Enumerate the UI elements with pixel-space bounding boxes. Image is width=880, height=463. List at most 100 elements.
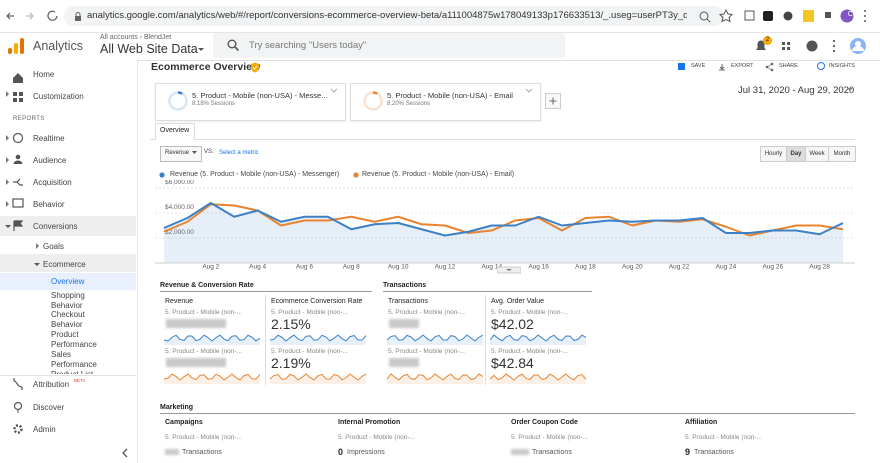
sidebar-icons — [5, 73, 24, 434]
card-title: Ecommerce Conversion Rate — [271, 298, 363, 305]
area — [164, 203, 843, 263]
card-segment: 5. Product - Mobile (non-... — [388, 309, 465, 316]
action-export[interactable]: EXPORT — [731, 63, 754, 69]
blurred-value — [511, 449, 529, 455]
granularity-button[interactable]: Week — [805, 146, 829, 162]
marketing-column-title: Internal Promotion — [338, 419, 401, 426]
marketing-column-title: Campaigns — [165, 419, 203, 426]
sparkline — [164, 334, 260, 345]
nav-item[interactable]: Realtime — [33, 134, 65, 143]
marketing-column-title: Order Coupon Code — [511, 419, 578, 426]
x-tick-label: Aug 22 — [669, 264, 690, 271]
card-segment: 5. Product - Mobile (non-... — [165, 309, 242, 316]
nav-item[interactable]: Discover — [33, 403, 65, 412]
marketing-segment: 5. Product - Mobile (non-... — [685, 434, 762, 441]
nav-item[interactable]: Ecommerce — [43, 260, 86, 269]
tab[interactable] — [155, 123, 195, 140]
nav-icons — [6, 10, 58, 21]
marketing-value: 0 — [338, 447, 344, 457]
nav-item[interactable]: Home — [33, 70, 55, 79]
active-item-bg — [0, 273, 136, 290]
granularity-button[interactable]: Hourly — [760, 146, 787, 162]
marketing-title: Marketing — [160, 404, 194, 411]
group-title: Revenue & Conversion Rate — [160, 282, 254, 289]
tab-line — [150, 139, 855, 140]
nav-item[interactable]: Acquisition — [33, 178, 72, 187]
marketing-unit: Transactions — [182, 449, 222, 456]
marketing-segment: 5. Product - Mobile (non-... — [511, 434, 588, 441]
card-title: Revenue — [165, 298, 194, 305]
x-tick-label: Aug 8 — [343, 264, 360, 271]
sparkline — [387, 373, 483, 384]
action-icons — [678, 62, 825, 72]
nav-item[interactable]: Attribution — [33, 380, 70, 389]
report-title: Ecommerce Overview — [151, 61, 261, 73]
segment-chevrons — [330, 88, 533, 93]
segment-share: 8.20% Sessions — [387, 101, 431, 107]
legend-label[interactable]: Revenue (5. Product - Mobile (non-USA) -… — [170, 171, 340, 178]
vs-label: VS. — [204, 149, 214, 155]
segment-name: 5. Product - Mobile (non-USA) - Messe... — [192, 91, 328, 100]
x-tick-label: Aug 24 — [716, 264, 737, 271]
nav-item[interactable]: Sales Performance — [51, 350, 97, 369]
address-bar[interactable] — [64, 6, 724, 26]
segment-share: 8.18% Sessions — [192, 101, 236, 107]
lock-icon — [75, 12, 81, 21]
card-value: $42.84 — [491, 355, 534, 371]
x-tick-label: Aug 10 — [388, 264, 409, 271]
profile-initials[interactable]: Cs — [847, 11, 857, 18]
marketing-line — [160, 413, 855, 414]
sampling-shield[interactable] — [250, 62, 260, 73]
marketing-segment: 5. Product - Mobile (non-... — [338, 434, 415, 441]
segment-ring — [363, 91, 383, 111]
y-tick-label: $6,000.00 — [165, 180, 194, 186]
group-title: Transactions — [383, 282, 427, 289]
metric-select[interactable] — [160, 146, 202, 162]
x-tick-label: Aug 14 — [481, 264, 502, 271]
select-metric[interactable]: Select a metric — [219, 150, 259, 156]
action-insights[interactable]: INSIGHTS — [829, 63, 855, 69]
nav-item[interactable]: Checkout Behavior — [51, 310, 85, 329]
nav-item[interactable]: Goals — [43, 242, 64, 251]
granularity-button-active[interactable]: Day — [786, 146, 806, 162]
date-range[interactable]: Jul 31, 2020 - Aug 29, 2020 — [738, 85, 855, 96]
legend-label[interactable]: Revenue (5. Product - Mobile (non-USA) -… — [362, 171, 515, 178]
card-segment: 5. Product - Mobile (non-... — [271, 309, 348, 316]
marketing-unit: Impressions — [347, 449, 385, 456]
blurred-value — [165, 449, 179, 455]
nav-item[interactable]: Shopping Behavior — [51, 291, 85, 310]
blurred-value — [166, 358, 226, 367]
action-save[interactable]: SAVE — [691, 63, 706, 69]
group-line — [383, 291, 592, 292]
nav-item[interactable]: Admin — [33, 425, 56, 434]
x-tick-label: Aug 16 — [528, 264, 549, 271]
nav-item[interactable]: Product Performance — [51, 330, 97, 349]
nav-item-clipped[interactable]: Product List — [51, 370, 93, 374]
collapse-chevron[interactable] — [120, 447, 130, 459]
nav-item[interactable]: Behavior — [33, 200, 65, 209]
nav-item-active[interactable]: Overview — [51, 277, 85, 286]
nav-item[interactable]: Conversions — [33, 222, 78, 231]
legend-dots — [159, 172, 359, 178]
app-header — [0, 32, 880, 61]
active-section-bg — [0, 216, 136, 236]
segment-card[interactable] — [350, 83, 541, 121]
chart-scroll-handle[interactable] — [497, 266, 521, 274]
sparkline — [270, 334, 366, 345]
sparkline — [490, 334, 586, 345]
active-sub-bg — [0, 254, 136, 272]
ga-logo — [8, 38, 24, 54]
series-line — [163, 202, 844, 237]
breadcrumb[interactable]: All accounts › BlendJet — [100, 34, 172, 41]
nav-item[interactable]: Audience — [33, 156, 67, 165]
property-selector[interactable]: All Web Site Data — [100, 42, 198, 56]
group-line — [160, 291, 372, 292]
notification-badge: 2 — [763, 36, 772, 45]
card-segment: 5. Product - Mobile (non-... — [165, 348, 242, 355]
nav-item[interactable]: Customization — [33, 92, 84, 101]
granularity-button[interactable]: Month — [828, 146, 856, 162]
action-share[interactable]: SHARE — [779, 63, 798, 69]
segment-card[interactable] — [155, 83, 346, 121]
search-box[interactable] — [213, 33, 565, 58]
